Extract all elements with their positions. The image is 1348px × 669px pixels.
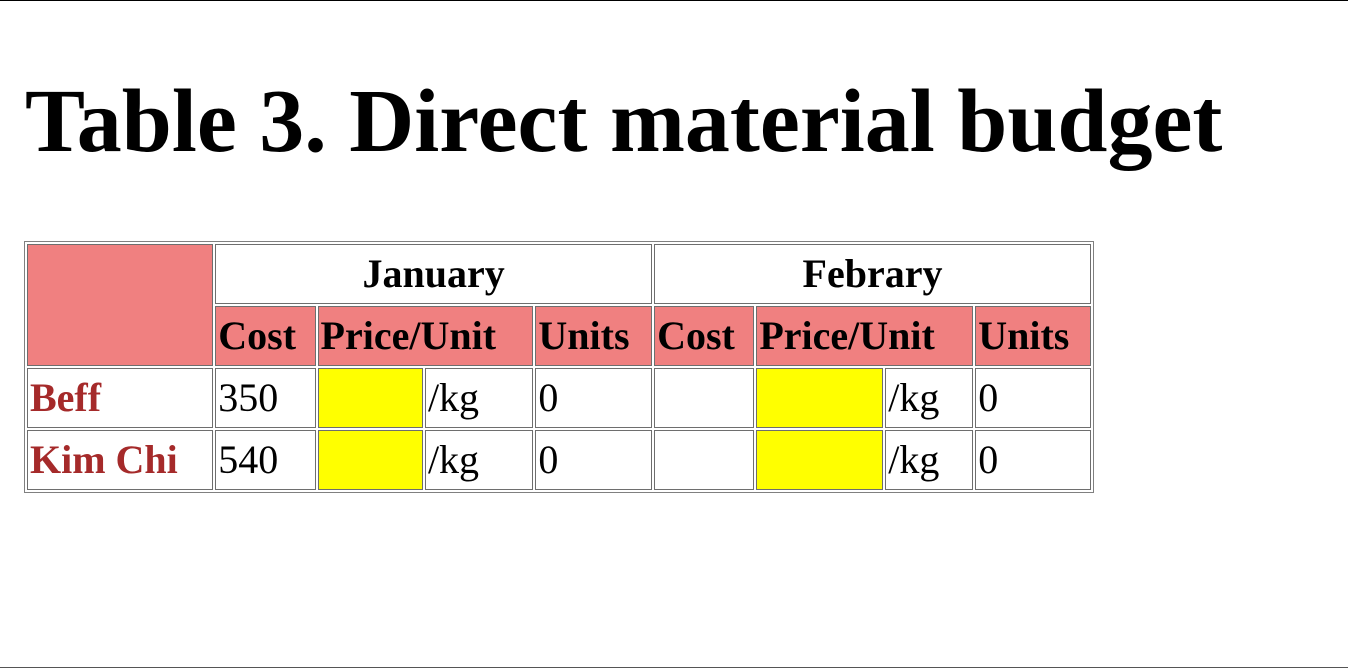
february-price-input[interactable] xyxy=(756,368,884,428)
direct-material-budget-table: January Febrary Cost Price/Unit Units Co… xyxy=(24,241,1094,493)
february-units-value: 0 xyxy=(975,430,1091,490)
table-row: Kim Chi 540 /kg 0 /kg 0 xyxy=(27,430,1091,490)
february-cost-value xyxy=(654,368,755,428)
february-price-input[interactable] xyxy=(756,430,884,490)
february-cost-value xyxy=(654,430,755,490)
january-price-input[interactable] xyxy=(317,368,423,428)
january-unit-label: /kg xyxy=(424,430,534,490)
february-unit-label: /kg xyxy=(885,430,974,490)
january-units-header: Units xyxy=(535,306,653,366)
february-unit-label: /kg xyxy=(885,368,974,428)
page-title: Table 3. Direct material budget xyxy=(25,72,1223,171)
month-header-january: January xyxy=(215,244,653,304)
month-header-february: Febrary xyxy=(654,244,1091,304)
january-cost-value: 350 xyxy=(215,368,316,428)
january-price-input[interactable] xyxy=(317,430,423,490)
january-unit-label: /kg xyxy=(424,368,534,428)
january-units-value: 0 xyxy=(535,368,653,428)
item-name: Beff xyxy=(27,368,214,428)
january-units-value: 0 xyxy=(535,430,653,490)
top-border xyxy=(0,0,1348,1)
february-units-header: Units xyxy=(975,306,1091,366)
january-price-unit-header: Price/Unit xyxy=(317,306,534,366)
month-header-row: January Febrary xyxy=(27,244,1091,366)
corner-cell xyxy=(27,244,214,366)
column-header-row: Cost Price/Unit Units Cost Price/Unit Un… xyxy=(27,306,1091,366)
february-price-unit-header: Price/Unit xyxy=(756,306,974,366)
january-cost-value: 540 xyxy=(215,430,316,490)
february-cost-header: Cost xyxy=(654,306,755,366)
item-name: Kim Chi xyxy=(27,430,214,490)
bottom-border xyxy=(0,667,1348,668)
february-units-value: 0 xyxy=(975,368,1091,428)
january-cost-header: Cost xyxy=(215,306,316,366)
table-row: Beff 350 /kg 0 /kg 0 xyxy=(27,368,1091,428)
